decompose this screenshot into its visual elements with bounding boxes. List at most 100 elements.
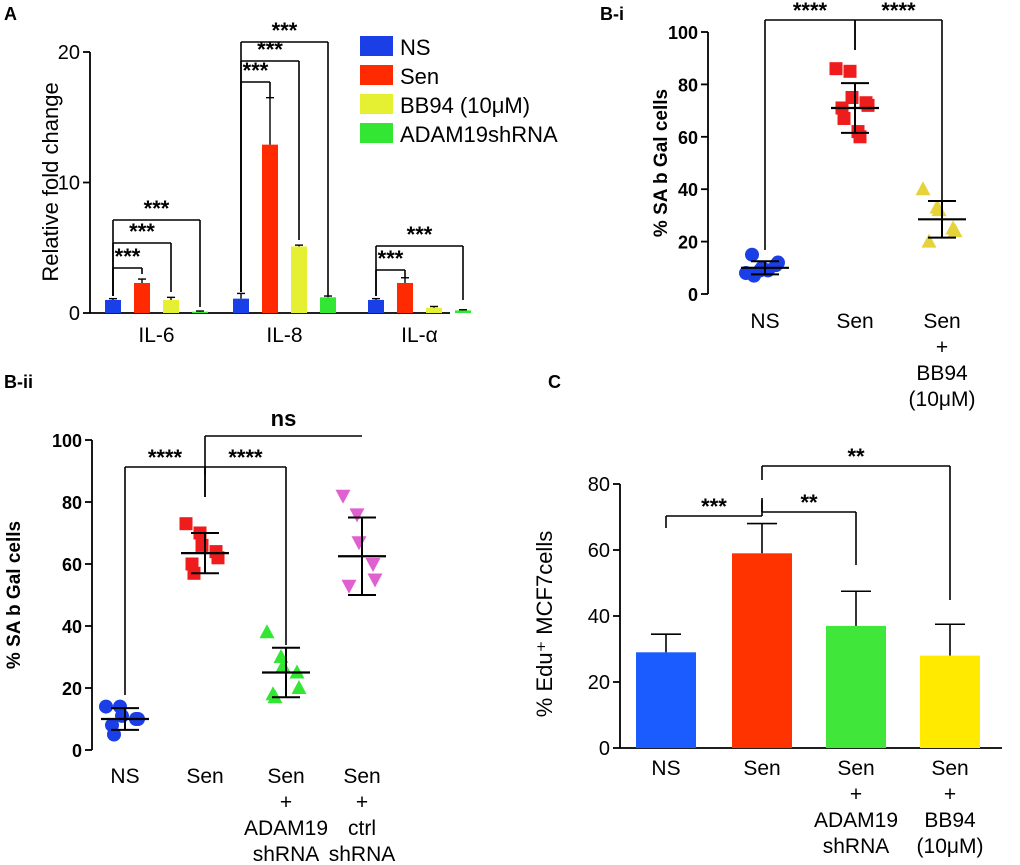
panel-a-y-tick-label: 0 [69, 303, 80, 325]
panel-bi-y-tick-label: 60 [678, 128, 698, 148]
panel-bii-category-label: ctrl [348, 817, 376, 840]
panel-bii-data-point [211, 551, 225, 565]
panel-a-legend-swatch [360, 123, 393, 143]
panel-bii-category-label: shRNA [253, 843, 320, 865]
panel-bi-data-point [745, 247, 759, 262]
panel-bii-category-label: + [280, 791, 292, 814]
panel-bii-data-point [349, 508, 365, 523]
panel-a-sig-label: *** [115, 244, 141, 269]
panel-bii-category-label: shRNA [329, 843, 396, 865]
panel-a-sig-label: *** [129, 219, 155, 244]
panel-a-legend-label: BB94 (10μM) [400, 93, 530, 118]
panel-c-bar [826, 625, 886, 748]
panel-a-sig-label: *** [272, 18, 298, 43]
panel-bii-chart: 0 20 40 60 80 100 % SA b Gal cells NS Sen Sen + ADA… [4, 406, 395, 865]
panel-bii-data-point [179, 517, 193, 531]
panel-a-legend-swatch [360, 65, 393, 85]
panel-c-category-label: Sen [743, 757, 780, 780]
panel-c-sig-label: ** [847, 444, 865, 469]
panel-a-bar [163, 299, 179, 313]
panel-bii-y-axis-label: % SA b Gal cells [4, 521, 25, 669]
panel-bi-data-point [947, 223, 963, 238]
panel-bi-sig-label: **** [881, 0, 916, 23]
panel-bii-category-label: Sen [343, 765, 380, 788]
panel-a-sig-label: *** [243, 58, 269, 83]
panel-c-category-label: Sen [931, 757, 968, 780]
panel-c-y-tick-label: 20 [588, 672, 610, 694]
panel-bii-data-point [259, 624, 275, 639]
panel-c-bar [636, 652, 696, 748]
panel-bi-category-label: Sen [923, 310, 960, 333]
panel-bii-y-tick-label: 100 [52, 431, 82, 451]
panel-bii-data-point [365, 558, 381, 572]
panel-a-bar [455, 310, 471, 313]
panel-a-bar [320, 297, 336, 313]
panel-bi-y-tick-label: 80 [678, 75, 698, 95]
panel-a-legend-swatch [360, 94, 393, 114]
panel-a-legend-label: Sen [400, 64, 439, 89]
panel-bii-data-point [291, 680, 307, 694]
panel-bi-data-point [829, 62, 843, 76]
panel-bi-category-label: Sen [836, 310, 873, 333]
panel-letter-c: C [548, 372, 561, 392]
panel-a-sig-label: *** [407, 222, 433, 247]
panel-c-y-tick-label: 80 [588, 474, 610, 496]
panel-c-bar [920, 655, 980, 748]
panel-a-y-tick-label: 10 [58, 173, 80, 195]
panel-c-category-label: + [850, 783, 862, 806]
panel-a-chart: 0 10 20 Relative fold change IL-6 IL-8 IL-α ***… [38, 18, 558, 347]
panel-bii-data-point [367, 573, 383, 588]
panel-bii-data-point [335, 489, 351, 504]
panel-bi-category-label: + [936, 336, 948, 359]
panel-c-category-label: Sen [837, 757, 874, 780]
panel-c-y-tick-label: 0 [599, 738, 610, 760]
panel-c-category-label: (10μM) [917, 835, 984, 858]
panel-bii-y-tick-label: 20 [62, 679, 82, 699]
panel-letter-bi: B-i [600, 4, 624, 24]
panel-a-bar [192, 311, 208, 313]
panel-a-legend-label: NS [400, 35, 431, 60]
panel-bi-chart: 0 20 40 60 80 100 % SA b Gal cells NS Sen Sen + BB9… [651, 0, 975, 411]
panel-bii-data-point [351, 536, 367, 551]
panel-c-sig-label: *** [701, 494, 727, 519]
panel-a-sig-label: *** [144, 196, 170, 221]
panel-a-category-label: IL-6 [138, 324, 174, 347]
panel-a-bar [368, 299, 384, 313]
panel-letter-a: A [4, 4, 17, 24]
panel-bii-sig-label: ns [271, 406, 297, 431]
panel-bi-data-point [747, 268, 761, 283]
panel-bi-y-axis-label: % SA b Gal cells [651, 89, 672, 237]
panel-bi-sig-label: **** [793, 0, 828, 23]
panel-c-bar [732, 553, 792, 748]
panel-bi-y-tick-label: 20 [678, 233, 698, 253]
panel-a-y-axis-label: Relative fold change [38, 82, 63, 281]
panel-bii-y-tick-label: 80 [62, 493, 82, 513]
panel-bii-y-tick-label: 0 [72, 741, 82, 761]
panel-bii-y-tick-label: 60 [62, 555, 82, 575]
panel-bii-y-tick-label: 40 [62, 617, 82, 637]
panel-bii-sig-label: **** [148, 445, 183, 470]
panel-c-category-label: + [944, 783, 956, 806]
panel-c-y-tick-label: 60 [588, 540, 610, 562]
panel-bii-data-point [107, 727, 121, 742]
panel-a-bar [291, 246, 307, 313]
panel-letter-bii: B-ii [4, 372, 33, 392]
panel-bi-data-point [921, 233, 937, 248]
panel-bi-y-tick-label: 0 [688, 285, 698, 305]
panel-bii-data-point [341, 579, 357, 594]
panel-a-bar [397, 282, 413, 313]
panel-a-legend-swatch [360, 36, 393, 56]
panel-a-legend-label: ADAM19shRNA [400, 122, 558, 147]
panel-bii-category-label: Sen [267, 765, 304, 788]
panel-bi-data-point [843, 64, 857, 78]
panel-bi-data-point [861, 98, 875, 112]
panel-bi-category-label: NS [750, 310, 779, 333]
panel-a-bar [105, 299, 121, 313]
panel-bi-data-point [771, 255, 785, 270]
panel-bii-category-label: + [356, 791, 368, 814]
panel-a-category-label: IL-α [401, 324, 438, 347]
panel-a-bar [262, 144, 278, 313]
panel-c-sig-label: ** [800, 490, 818, 515]
panel-a-sig-label: *** [378, 246, 404, 271]
panel-bi-y-tick-label: 100 [668, 23, 698, 43]
